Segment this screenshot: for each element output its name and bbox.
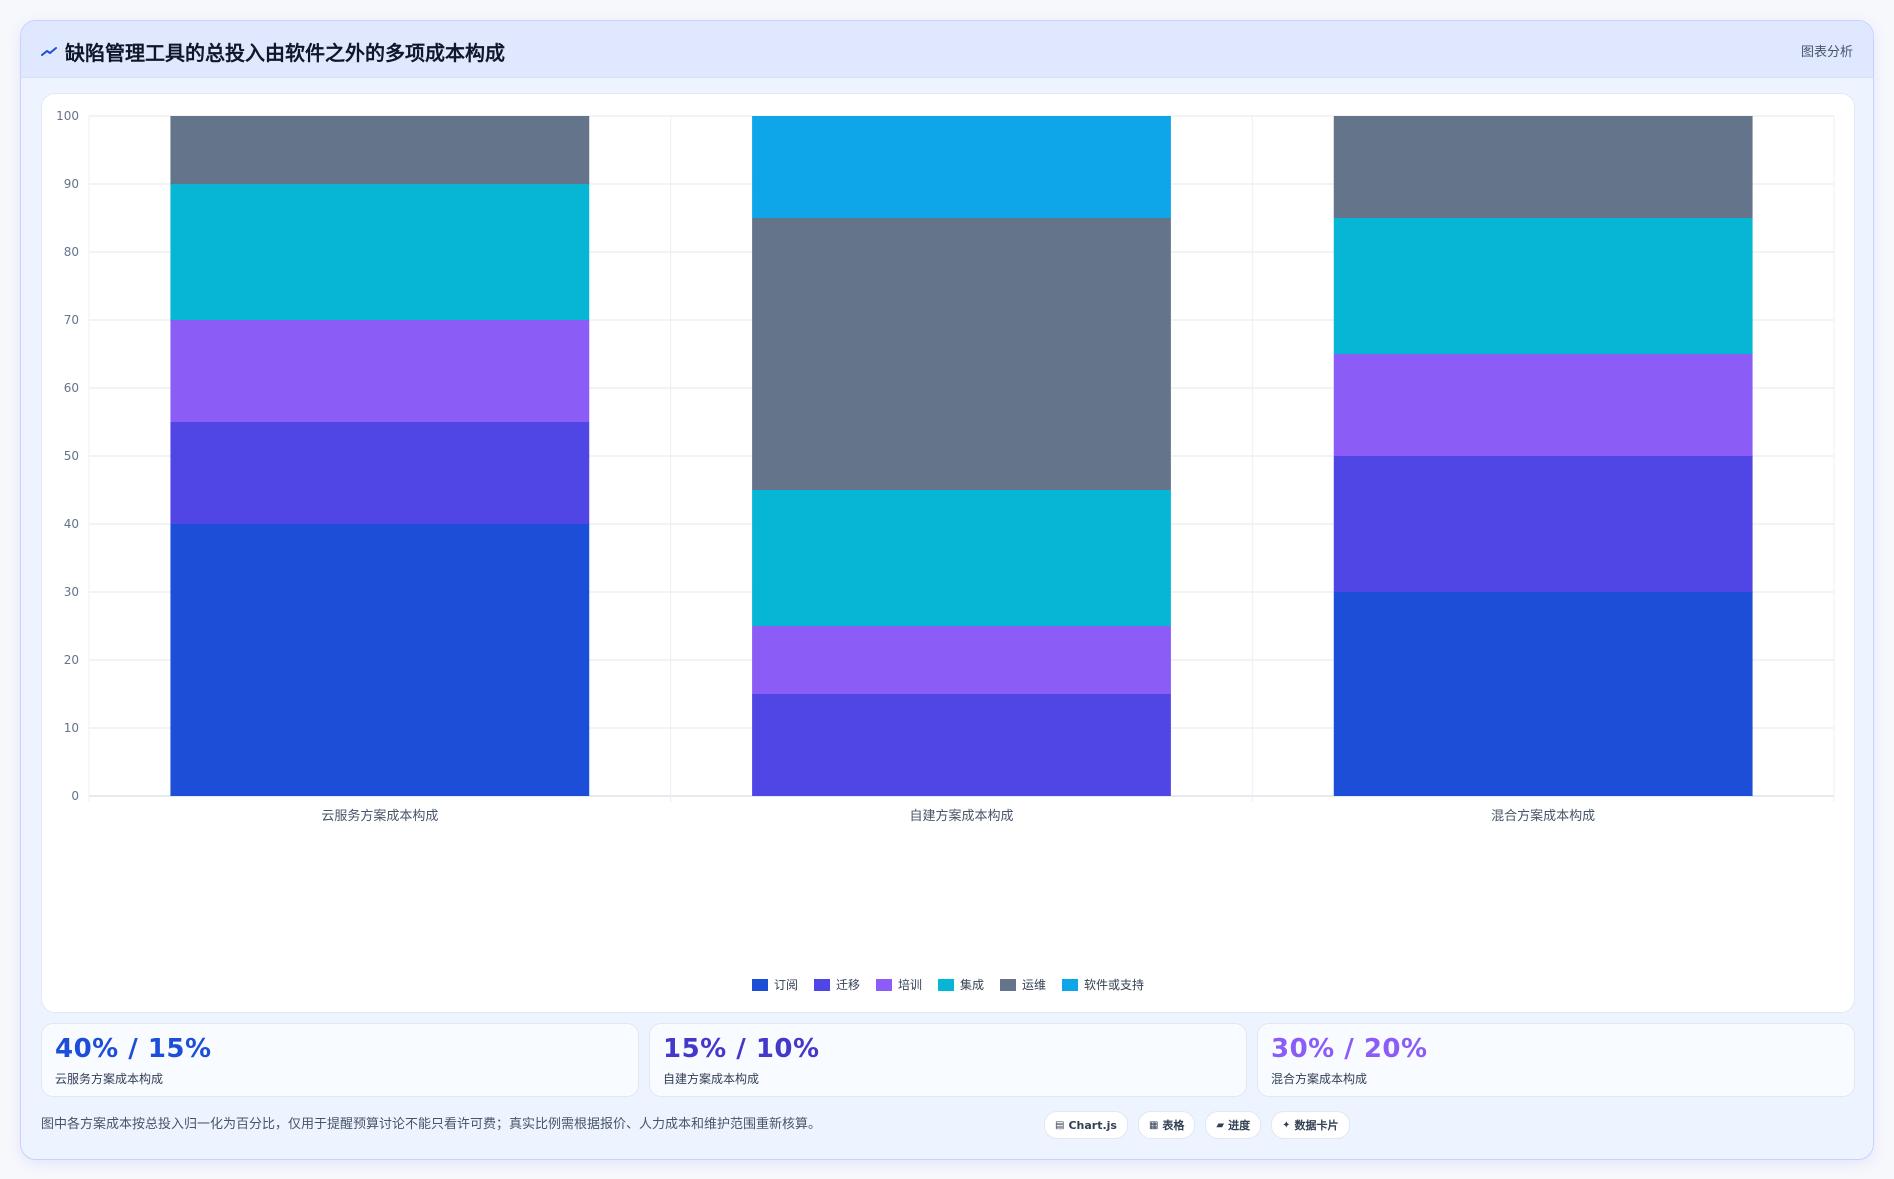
stacked-bar-chart: 0 10 20 30 40 50 60 70 80 90 100 云服务方案成本构成 自建方案成本构成 混… — [56, 109, 1835, 824]
bar-segment — [1333, 456, 1753, 592]
legend-label: 运维 — [1022, 978, 1047, 992]
panel-header: 缺陷管理工具的总投入由软件之外的多项成本构成 图表分析 — [21, 21, 1873, 78]
tag-progress[interactable]: ▰ 进度 — [1205, 1111, 1262, 1139]
bar-segment — [752, 694, 1171, 796]
bar-segment — [752, 490, 1171, 626]
page-title: 缺陷管理工具的总投入由软件之外的多项成本构成 — [65, 41, 505, 65]
chart-icon: ▤ — [1055, 1119, 1065, 1131]
y-tick-label: 60 — [64, 381, 79, 395]
legend-swatch — [875, 978, 892, 991]
y-tick-label: 30 — [64, 585, 79, 599]
y-tick-label: 90 — [64, 177, 79, 191]
stat-value-self-hosted: 15% / 10% — [663, 1034, 820, 1064]
y-tick-label: 20 — [64, 653, 79, 667]
bar-segment — [1333, 116, 1753, 218]
legend-item[interactable]: 运维 — [1000, 976, 1046, 993]
stat-card-hybrid: 30% / 20% 混合方案成本构成 — [1257, 1023, 1855, 1097]
legend-item[interactable]: 订阅 — [751, 976, 798, 993]
title-wrap: 缺陷管理工具的总投入由软件之外的多项成本构成 — [41, 37, 505, 66]
stat-value-cloud: 40% / 15% — [55, 1034, 212, 1064]
table-icon: ▦ — [1148, 1119, 1159, 1131]
sparkle-icon: ✦ — [1282, 1119, 1291, 1131]
bar-segment — [752, 116, 1171, 218]
legend-swatch — [938, 978, 954, 991]
bar-segment — [1333, 218, 1753, 354]
y-tick-label: 100 — [56, 109, 79, 123]
chart-legend: 订阅 迁移 培训 集成 运维 软件或支持 — [42, 976, 1854, 993]
tag-table[interactable]: ▦ 表格 — [1137, 1111, 1196, 1139]
stat-card-self-hosted: 15% / 10% 自建方案成本构成 — [649, 1023, 1247, 1097]
bar-segment — [170, 524, 590, 796]
y-tick-label: 10 — [64, 721, 79, 735]
y-tick-label: 50 — [64, 449, 79, 463]
x-tick-label: 混合方案成本构成 — [1491, 808, 1595, 824]
trend-line-icon — [41, 44, 57, 60]
tag-label: 数据卡片 — [1294, 1119, 1339, 1132]
bar-segment — [1333, 354, 1753, 456]
legend-label: 培训 — [897, 978, 922, 992]
y-tick-label: 70 — [64, 313, 79, 327]
progress-icon: ▰ — [1216, 1119, 1225, 1131]
bar-segment — [752, 626, 1171, 694]
bar-segment — [1333, 592, 1753, 796]
legend-label: 迁移 — [835, 978, 860, 992]
tag-chartjs[interactable]: ▤ Chart.js — [1044, 1111, 1128, 1139]
y-tick-label: 0 — [71, 789, 79, 803]
legend-swatch — [813, 978, 830, 991]
chart-card: 0 10 20 30 40 50 60 70 80 90 100 云服务方案成本构成 自建方案成本构成 混… — [41, 93, 1855, 1013]
legend-item[interactable]: 培训 — [875, 976, 922, 993]
legend-item[interactable]: 集成 — [938, 976, 984, 993]
legend-swatch — [1000, 978, 1017, 991]
footnote: 图中各方案成本按总投入归一化为百分比，仅用于提醒预算讨论不能只看许可费；真实比例… — [41, 1117, 822, 1132]
x-tick-label: 云服务方案成本构成 — [321, 808, 438, 824]
stat-label-hybrid: 混合方案成本构成 — [1271, 1072, 1368, 1086]
legend-swatch — [751, 978, 768, 991]
bar-segment — [170, 422, 590, 524]
tag-label: 进度 — [1228, 1119, 1251, 1132]
tag-label: Chart.js — [1068, 1118, 1117, 1132]
bar-segment — [752, 218, 1171, 490]
tag-data-card[interactable]: ✦ 数据卡片 — [1271, 1111, 1350, 1139]
tag-list: ▤ Chart.js ▦ 表格 ▰ 进度 ✦ 数据卡片 — [1044, 1111, 1350, 1139]
tag-label: 表格 — [1162, 1119, 1185, 1132]
y-tick-label: 80 — [64, 245, 79, 259]
legend-label: 集成 — [960, 978, 985, 992]
legend-swatch — [1062, 978, 1079, 991]
stat-card-cloud: 40% / 15% 云服务方案成本构成 — [41, 1023, 639, 1097]
bar-segment — [170, 184, 590, 320]
legend-label: 软件或支持 — [1084, 978, 1145, 992]
stat-label-cloud: 云服务方案成本构成 — [55, 1072, 164, 1086]
x-tick-label: 自建方案成本构成 — [909, 808, 1013, 824]
legend-item[interactable]: 软件或支持 — [1062, 976, 1144, 993]
legend-item[interactable]: 迁移 — [813, 976, 860, 993]
legend-label: 订阅 — [773, 978, 798, 992]
bar-segment — [170, 116, 590, 184]
stat-label-self-hosted: 自建方案成本构成 — [663, 1072, 760, 1086]
bar-segment — [170, 320, 590, 422]
stat-value-hybrid: 30% / 20% — [1271, 1034, 1428, 1064]
chart-panel: 缺陷管理工具的总投入由软件之外的多项成本构成 图表分析 0 10 20 30 40 50 6… — [20, 20, 1874, 1160]
chart-analysis-label: 图表分析 — [1800, 45, 1853, 60]
y-tick-label: 40 — [64, 517, 79, 531]
